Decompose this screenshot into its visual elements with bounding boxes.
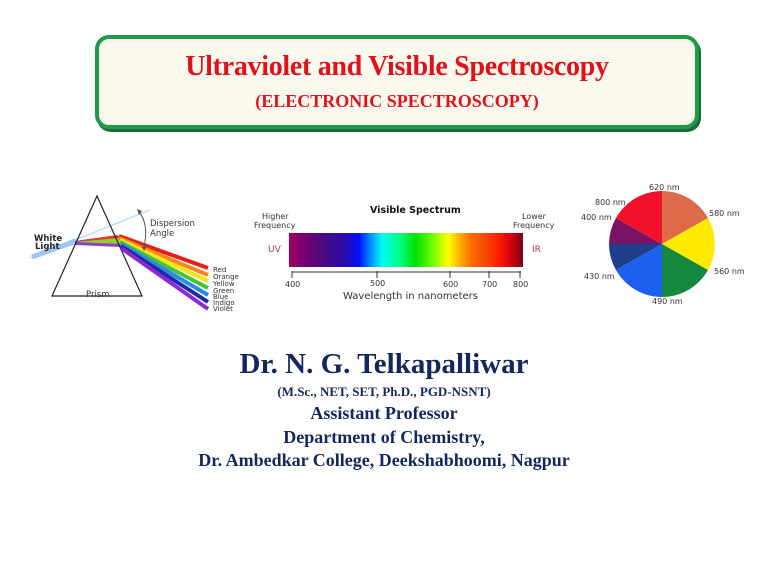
axis-title: Wavelength in nanometers bbox=[343, 291, 479, 302]
author-position: Assistant Professor bbox=[310, 403, 458, 423]
ir-label: IR bbox=[532, 245, 541, 255]
wheel-label-620: 620 nm bbox=[649, 183, 680, 192]
spectrum-gradient-bar bbox=[289, 233, 523, 267]
slide-title: Ultraviolet and Visible Spectroscopy bbox=[185, 51, 609, 82]
ray-label-violet: Violet bbox=[213, 305, 233, 313]
wheel-label-580: 580 nm bbox=[709, 209, 740, 218]
tick-400: 400 bbox=[285, 280, 301, 289]
wheel-label-400: 400 nm bbox=[581, 213, 612, 222]
tick-800: 800 bbox=[513, 280, 529, 289]
wheel-label-490: 490 nm bbox=[652, 297, 683, 306]
prism-diagram-icon bbox=[29, 194, 210, 311]
higher-frequency-label: Higher bbox=[262, 212, 289, 221]
ray-label-orange: Orange bbox=[213, 273, 239, 281]
tick-700: 700 bbox=[482, 280, 498, 289]
white-light-label-2: Light bbox=[35, 242, 60, 252]
ray-label-yellow: Yellow bbox=[213, 280, 235, 288]
lower-frequency-label: Lower bbox=[522, 212, 546, 221]
tick-600: 600 bbox=[443, 280, 459, 289]
ray-label-red: Red bbox=[213, 266, 227, 274]
spectrum-axis bbox=[291, 271, 521, 278]
title-box: Ultraviolet and Visible Spectroscopy (EL… bbox=[95, 35, 699, 129]
author-qualifications: (M.Sc., NET, SET, Ph.D., PGD-NSNT) bbox=[277, 384, 491, 399]
ray-label-green: Green bbox=[213, 287, 235, 295]
dispersion-label: Dispersion bbox=[150, 219, 195, 229]
author-name: Dr. N. G. Telkapalliwar bbox=[239, 348, 529, 380]
color-wheel-pie bbox=[609, 191, 715, 297]
dispersion-label-2: Angle bbox=[150, 229, 175, 239]
author-college: Dr. Ambedkar College, Deekshabhoomi, Nag… bbox=[198, 450, 570, 470]
prism-label: Prism bbox=[86, 290, 110, 300]
ray-label-indigo: Indigo bbox=[213, 299, 235, 307]
tick-500: 500 bbox=[370, 279, 386, 288]
uv-label: UV bbox=[268, 245, 281, 255]
wheel-label-560: 560 nm bbox=[714, 267, 745, 276]
ray-label-blue: Blue bbox=[213, 293, 229, 301]
lower-frequency-label-2: Frequency bbox=[513, 221, 555, 230]
slide-subtitle: (ELECTRONIC SPECTROSCOPY) bbox=[255, 91, 539, 111]
white-light-label: White bbox=[34, 234, 63, 244]
spectrum-title: Visible Spectrum bbox=[370, 205, 461, 216]
wheel-label-800: 800 nm bbox=[595, 198, 626, 207]
author-department: Department of Chemistry, bbox=[283, 427, 485, 447]
higher-frequency-label-2: Frequency bbox=[254, 221, 296, 230]
wheel-label-430: 430 nm bbox=[584, 272, 615, 281]
